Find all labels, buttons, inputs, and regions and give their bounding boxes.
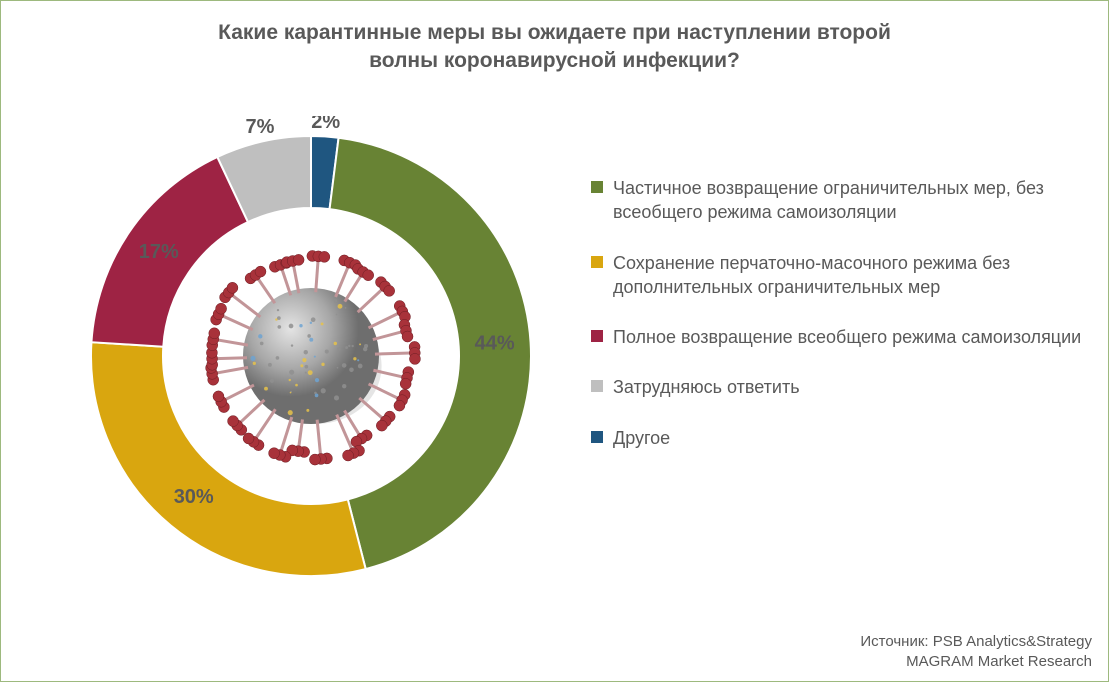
source-attribution: Источник: PSB Analytics&Strategy MAGRAM …: [860, 632, 1092, 671]
legend-swatch: [591, 181, 603, 193]
donut-label: 30%: [174, 486, 214, 508]
legend-item: Другое: [591, 426, 1091, 450]
chart-container: Какие карантинные меры вы ожидаете при н…: [0, 0, 1109, 682]
donut-label: 7%: [246, 116, 275, 138]
legend-label: Затрудняюсь ответить: [613, 375, 800, 399]
legend-label: Сохранение перчаточно-масочного режима б…: [613, 251, 1091, 300]
legend-swatch: [591, 330, 603, 342]
legend-item: Затрудняюсь ответить: [591, 375, 1091, 399]
source-line-1: Источник: PSB Analytics&Strategy: [860, 633, 1092, 650]
legend-swatch: [591, 431, 603, 443]
title-line-1: Какие карантинные меры вы ожидаете при н…: [218, 21, 891, 44]
legend-item: Частичное возвращение ограничительных ме…: [591, 176, 1091, 225]
legend: Частичное возвращение ограничительных ме…: [591, 176, 1091, 476]
title-line-2: волны коронавирусной инфекции?: [369, 49, 740, 72]
legend-label: Полное возвращение всеобщего режима само…: [613, 325, 1081, 349]
donut-label: 17%: [139, 241, 179, 263]
legend-swatch: [591, 380, 603, 392]
legend-item: Сохранение перчаточно-масочного режима б…: [591, 251, 1091, 300]
donut-label: 2%: [311, 116, 340, 133]
source-line-2: MAGRAM Market Research: [906, 653, 1092, 670]
legend-item: Полное возвращение всеобщего режима само…: [591, 325, 1091, 349]
legend-swatch: [591, 256, 603, 268]
legend-label: Частичное возвращение ограничительных ме…: [613, 176, 1091, 225]
coronavirus-icon: [201, 246, 421, 466]
legend-label: Другое: [613, 426, 670, 450]
donut-label: 44%: [475, 333, 515, 355]
chart-title: Какие карантинные меры вы ожидаете при н…: [1, 19, 1108, 76]
donut-chart: 2% 44% 30% 17% 7%: [71, 116, 551, 596]
